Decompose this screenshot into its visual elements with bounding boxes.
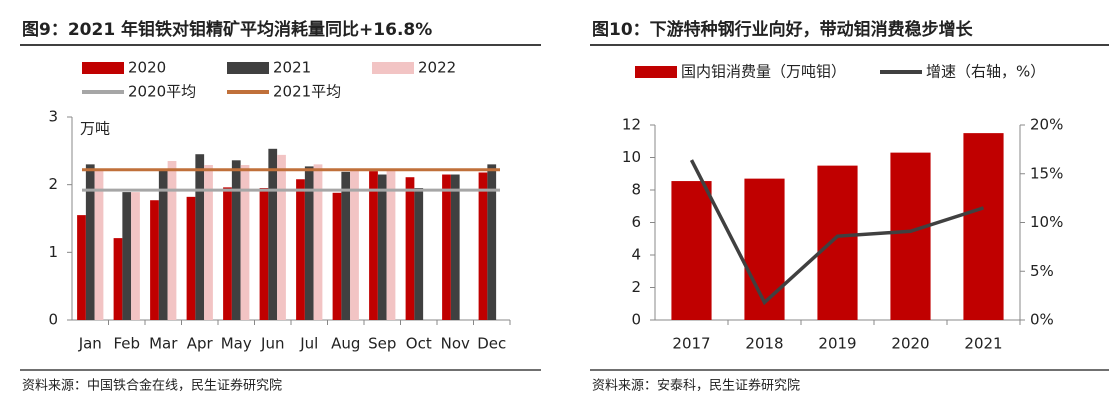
bar — [487, 164, 497, 320]
legend-swatch — [372, 62, 414, 74]
y2-tick-label: 0% — [1030, 311, 1054, 329]
x-tick-label: Feb — [113, 335, 140, 353]
y-tick-label: 4 — [631, 246, 641, 264]
y-tick-label: 6 — [631, 213, 641, 231]
bar — [223, 187, 232, 320]
bar — [744, 178, 785, 320]
bar — [386, 169, 396, 320]
x-tick-label: Dec — [477, 335, 506, 353]
bar — [414, 188, 424, 320]
y2-tick-label: 20% — [1030, 116, 1063, 134]
bar — [671, 181, 712, 320]
bar — [122, 192, 132, 320]
source: 资料来源：安泰科，民生证券研究院 — [592, 378, 800, 394]
x-tick-label: Jul — [299, 335, 318, 353]
legend-label: 增速（右轴，%） — [926, 63, 1045, 81]
x-tick-label: Sep — [368, 335, 396, 353]
legend-swatch — [227, 62, 269, 74]
legend-label: 国内钼消费量（万吨钼） — [681, 63, 846, 81]
bar — [442, 174, 451, 320]
bar — [240, 165, 250, 320]
x-tick-label: Aug — [331, 335, 360, 353]
y-tick-label: 0 — [631, 311, 641, 329]
y-unit: 万吨 — [80, 120, 110, 138]
bar — [341, 171, 351, 320]
bar — [369, 171, 378, 320]
bar — [231, 160, 241, 320]
bar — [259, 188, 269, 320]
x-tick-label: 2018 — [745, 335, 783, 353]
x-tick-label: Jan — [78, 335, 102, 353]
legend-label: 2020 — [128, 59, 166, 77]
y-tick-label: 8 — [631, 181, 641, 199]
x-tick-label: Mar — [149, 335, 178, 353]
bar — [304, 166, 314, 320]
legend-label: 2021平均 — [273, 83, 341, 101]
bar — [158, 169, 168, 320]
x-tick-label: Oct — [406, 335, 432, 353]
x-tick-label: Jun — [260, 335, 284, 353]
chart-title: 图9：2021 年钼铁对钼精矿平均消耗量同比+16.8% — [22, 19, 432, 40]
x-tick-label: May — [221, 335, 252, 353]
y2-tick-label: 15% — [1030, 164, 1063, 182]
bar — [350, 169, 359, 320]
x-tick-label: 2020 — [891, 335, 929, 353]
x-tick-label: Nov — [441, 335, 470, 353]
bar — [450, 174, 460, 320]
y-tick-label: 0 — [48, 311, 58, 329]
x-tick-label: 2019 — [818, 335, 856, 353]
chart-title: 图10：下游特种钢行业向好，带动钼消费稳步增长 — [592, 19, 974, 40]
bar — [167, 160, 177, 320]
y-tick-label: 2 — [631, 278, 641, 296]
bar — [150, 200, 159, 320]
bar — [195, 154, 205, 320]
bar — [204, 165, 213, 320]
bar — [405, 177, 415, 320]
bar — [478, 172, 488, 320]
bar — [377, 174, 387, 320]
y-tick-label: 10 — [622, 148, 641, 166]
x-tick-label: 2021 — [964, 335, 1002, 353]
bar — [963, 133, 1004, 320]
line — [689, 159, 985, 306]
bar — [85, 164, 95, 320]
legend-swatch — [635, 66, 677, 78]
bar — [313, 164, 323, 320]
y2-tick-label: 10% — [1030, 213, 1063, 231]
x-tick-label: 2017 — [672, 335, 710, 353]
bar — [817, 165, 858, 320]
bar — [268, 148, 278, 320]
bar — [890, 152, 931, 320]
legend-label: 2021 — [273, 59, 311, 77]
y-tick-label: 2 — [48, 175, 58, 193]
bar — [277, 154, 286, 320]
bar — [332, 192, 342, 320]
bar — [94, 169, 104, 320]
legend-label: 2020平均 — [128, 83, 196, 101]
bar — [296, 179, 305, 320]
legend-swatch — [82, 62, 124, 74]
y-tick-label: 1 — [48, 243, 58, 261]
y-tick-label: 12 — [622, 116, 641, 134]
y-tick-label: 3 — [48, 108, 58, 126]
source: 资料来源：中国铁合金在线，民生证券研究院 — [22, 378, 282, 394]
legend-label: 2022 — [418, 59, 456, 77]
bar — [186, 196, 196, 320]
bar — [131, 192, 140, 320]
bar — [77, 215, 86, 320]
bar — [113, 238, 123, 320]
x-tick-label: Apr — [187, 335, 214, 353]
y2-tick-label: 5% — [1030, 262, 1054, 280]
